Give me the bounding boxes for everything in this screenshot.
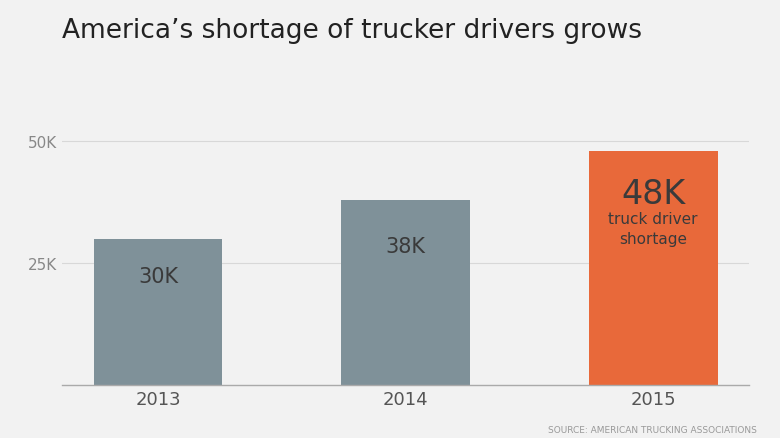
Bar bbox=[94, 240, 222, 385]
Text: SOURCE: AMERICAN TRUCKING ASSOCIATIONS: SOURCE: AMERICAN TRUCKING ASSOCIATIONS bbox=[548, 424, 757, 434]
Text: 48K: 48K bbox=[621, 177, 686, 210]
Bar bbox=[341, 201, 470, 385]
Text: 30K: 30K bbox=[138, 266, 178, 286]
Text: 38K: 38K bbox=[385, 237, 426, 257]
Text: America’s shortage of trucker drivers grows: America’s shortage of trucker drivers gr… bbox=[62, 18, 643, 43]
Text: truck driver
shortage: truck driver shortage bbox=[608, 212, 698, 246]
Bar bbox=[589, 152, 718, 385]
